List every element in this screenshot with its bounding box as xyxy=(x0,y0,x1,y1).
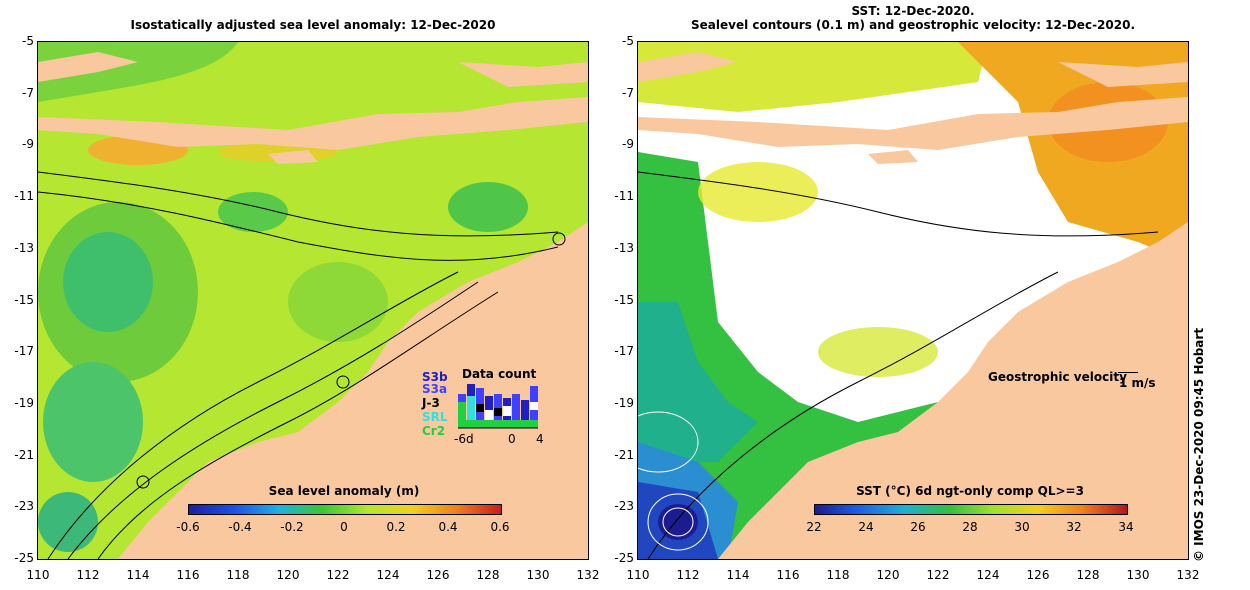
x-axis-tick-label: 114 xyxy=(126,568,150,582)
satellite-legend: S3b S3a J-3 SRL Cr2 xyxy=(422,370,448,438)
data-count-tick-start: -6d xyxy=(454,432,474,446)
y-axis-tick-label: -19 xyxy=(14,395,34,410)
x-axis-tick-label: 116 xyxy=(776,568,800,582)
sla-colorbar-tick: 0 xyxy=(340,520,348,534)
left-map-panel: Data count S3b S3a J-3 SRL Cr2 xyxy=(38,42,588,559)
satellite-srl: SRL xyxy=(422,410,448,424)
y-axis-tick-label: -17 xyxy=(14,344,34,359)
x-axis-tick-label: 122 xyxy=(326,568,350,582)
x-axis-tick-label: 128 xyxy=(1076,568,1100,582)
y-axis-tick-label: -13 xyxy=(614,240,634,255)
velocity-legend-arrow xyxy=(1118,372,1138,373)
sla-colorbar-tick: -0.2 xyxy=(280,520,304,534)
x-axis-tick-label: 130 xyxy=(526,568,550,582)
y-axis-tick-label: -11 xyxy=(614,189,634,204)
y-axis-tick-label: -5 xyxy=(622,34,634,48)
velocity-legend-label: Geostrophic velocity xyxy=(988,370,1127,384)
data-count-title: Data count xyxy=(462,367,537,381)
left-panel-title: Isostatically adjusted sea level anomaly… xyxy=(130,18,496,32)
y-axis-tick-label: -25 xyxy=(14,551,34,565)
sst-map xyxy=(638,42,1188,559)
x-axis-tick-label: 118 xyxy=(826,568,850,582)
sst-colorbar-tick: 22 xyxy=(806,520,822,534)
right-map-panel: Geostrophic velocity 1 m/s SST (°C) 6d n… xyxy=(638,42,1188,559)
y-axis-tick-label: -9 xyxy=(622,137,634,152)
y-axis-tick-label: -21 xyxy=(614,447,634,462)
y-axis-tick-label: -19 xyxy=(614,395,634,410)
x-axis-tick-label: 110 xyxy=(626,568,650,582)
sla-colorbar-tick: 0.2 xyxy=(386,520,406,534)
y-axis-tick-label: -17 xyxy=(614,344,634,359)
data-count-tick-end: 4 xyxy=(536,432,544,446)
y-axis-tick-label: -15 xyxy=(614,292,634,307)
y-axis-tick-label: -5 xyxy=(22,34,34,48)
sst-colorbar-tick: 34 xyxy=(1118,520,1134,534)
y-axis-tick-label: -9 xyxy=(22,137,34,152)
x-axis-tick-label: 128 xyxy=(476,568,500,582)
x-axis-tick-label: 120 xyxy=(276,568,300,582)
x-axis-tick-label: 110 xyxy=(26,568,50,582)
x-axis-tick-label: 122 xyxy=(926,568,950,582)
right-map-frame xyxy=(637,41,1189,560)
sst-colorbar-tick: 26 xyxy=(910,520,926,534)
y-axis-tick-label: -7 xyxy=(622,85,634,100)
left-map-frame xyxy=(37,41,589,560)
x-axis-tick-label: 132 xyxy=(1176,568,1200,582)
sst-colorbar-tick: 32 xyxy=(1066,520,1082,534)
y-axis-tick-label: -13 xyxy=(14,240,34,255)
sla-map xyxy=(38,42,588,559)
sst-colorbar-tick: 28 xyxy=(962,520,978,534)
x-axis-tick-label: 116 xyxy=(176,568,200,582)
right-panel-title-line2: Sealevel contours (0.1 m) and geostrophi… xyxy=(691,18,1135,32)
satellite-s3a: S3a xyxy=(422,382,448,396)
y-axis-tick-label: -7 xyxy=(22,85,34,100)
y-axis-tick-label: -11 xyxy=(14,189,34,204)
satellite-s3b: S3b xyxy=(422,370,448,384)
x-axis-tick-label: 126 xyxy=(1026,568,1050,582)
y-axis-tick-label: -23 xyxy=(14,499,34,514)
y-axis-tick-label: -21 xyxy=(14,447,34,462)
y-axis-tick-label: -25 xyxy=(614,551,634,565)
x-axis-tick-label: 132 xyxy=(576,568,600,582)
y-axis-tick-label: -15 xyxy=(14,292,34,307)
sst-colorbar-title: SST (°C) 6d ngt-only comp QL>=3 xyxy=(856,484,1084,498)
x-axis-tick-label: 112 xyxy=(676,568,700,582)
sla-colorbar-tick: -0.4 xyxy=(228,520,252,534)
sla-colorbar-tick: 0.4 xyxy=(438,520,458,534)
credit-text: © IMOS 23-Dec-2020 09:45 Hobart xyxy=(1192,327,1206,562)
sst-colorbar xyxy=(814,504,1128,515)
data-count-tick-zero: 0 xyxy=(508,432,516,446)
sla-colorbar xyxy=(188,504,502,515)
data-count-bars xyxy=(458,384,538,429)
x-axis-tick-label: 124 xyxy=(376,568,400,582)
x-axis-tick-label: 114 xyxy=(726,568,750,582)
x-axis-tick-label: 118 xyxy=(226,568,250,582)
sla-colorbar-tick: 0.6 xyxy=(490,520,510,534)
satellite-cr2: Cr2 xyxy=(422,424,446,438)
y-axis-tick-label: -23 xyxy=(614,499,634,514)
satellite-j3: J-3 xyxy=(422,396,440,410)
sst-colorbar-tick: 24 xyxy=(858,520,874,534)
x-axis-tick-label: 112 xyxy=(76,568,100,582)
sla-colorbar-tick: -0.6 xyxy=(176,520,200,534)
right-panel-title-line1: SST: 12-Dec-2020. xyxy=(851,4,975,18)
velocity-legend-scale: 1 m/s xyxy=(1119,376,1156,390)
sla-colorbar-title: Sea level anomaly (m) xyxy=(268,484,420,498)
x-axis-tick-label: 126 xyxy=(426,568,450,582)
sst-colorbar-tick: 30 xyxy=(1014,520,1030,534)
x-axis-tick-label: 130 xyxy=(1126,568,1150,582)
x-axis-tick-label: 120 xyxy=(876,568,900,582)
x-axis-tick-label: 124 xyxy=(976,568,1000,582)
